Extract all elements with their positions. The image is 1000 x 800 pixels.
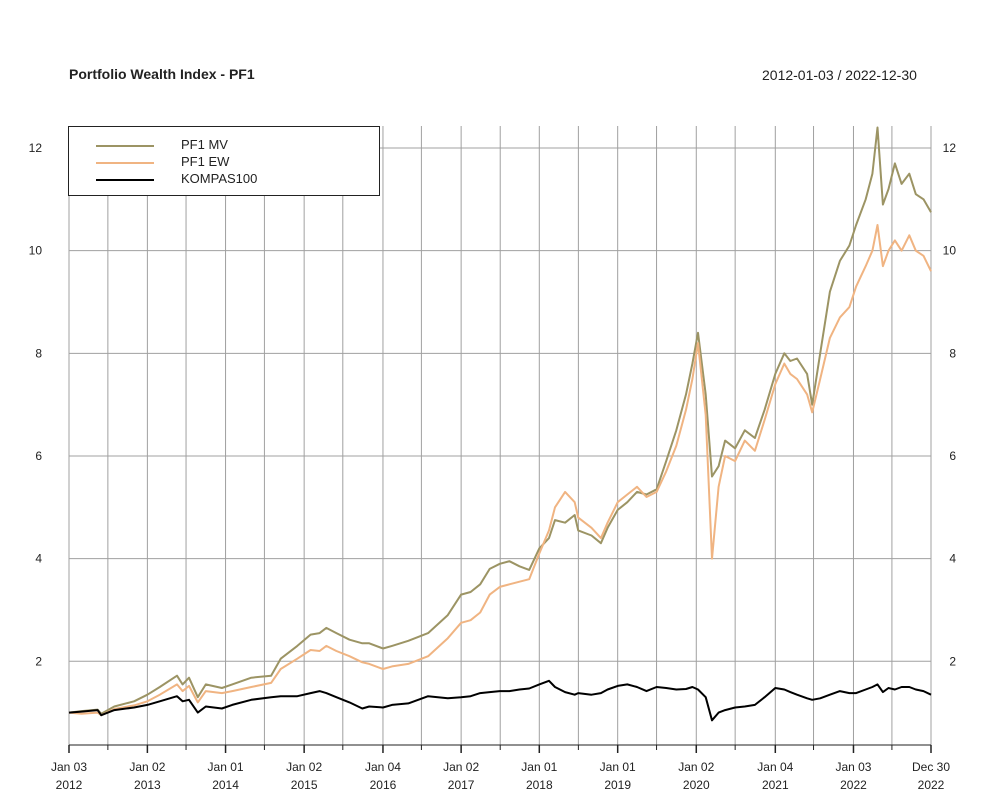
- x-tick-label-year: 2018: [526, 778, 553, 792]
- x-tick-label-date: Jan 03: [835, 760, 871, 774]
- x-tick-label-date: Jan 02: [443, 760, 479, 774]
- x-tick-label-date: Jan 02: [286, 760, 322, 774]
- series-line-pf1-mv: [68, 126, 932, 715]
- series-line-pf1-ew: [68, 224, 932, 717]
- x-tick-label-year: 2014: [212, 778, 239, 792]
- x-tick-label-date: Jan 04: [365, 760, 401, 774]
- y-tick-label-left: 4: [35, 552, 42, 566]
- x-tick-label-year: 2020: [683, 778, 710, 792]
- legend-swatch-kompas100: [96, 179, 154, 181]
- legend-item-kompas100: KOMPAS100: [69, 171, 369, 187]
- y-tick-label-right: 10: [943, 244, 957, 258]
- grid-lines: [68, 126, 932, 745]
- x-tick-label-year: 2017: [448, 778, 475, 792]
- x-tick-label-date: Jan 01: [521, 760, 557, 774]
- legend: PF1 MV PF1 EW KOMPAS100: [68, 126, 380, 196]
- y-tick-label-left: 8: [35, 346, 42, 360]
- date-range-label: 2012-01-03 / 2022-12-30: [762, 67, 917, 83]
- x-tick-label-year: 2022: [840, 778, 867, 792]
- series-line-kompas100: [68, 679, 932, 722]
- x-tick-label-date: Jan 01: [600, 760, 636, 774]
- y-tick-label-left: 12: [29, 141, 43, 155]
- legend-swatch-pf1-mv: [96, 145, 154, 147]
- y-tick-label-right: 4: [949, 552, 956, 566]
- legend-swatch-pf1-ew: [96, 162, 154, 164]
- y-tick-label-left: 6: [35, 449, 42, 463]
- x-tick-label-year: 2016: [370, 778, 397, 792]
- y-tick-label-right: 6: [949, 449, 956, 463]
- x-tick-label-date: Jan 02: [678, 760, 714, 774]
- x-tick-label-year: 2022: [918, 778, 945, 792]
- x-tick-label-date: Jan 01: [208, 760, 244, 774]
- y-tick-label-right: 8: [949, 346, 956, 360]
- axes: 2 2 4 4 6 6 8 8 10 10 12 12 Jan 03 2012 Jan 02 2013 Jan …: [29, 141, 957, 792]
- y-tick-label-right: 2: [949, 654, 956, 668]
- x-tick-label-year: 2019: [604, 778, 631, 792]
- legend-item-pf1-mv: PF1 MV: [69, 137, 369, 153]
- x-tick-label-year: 2015: [291, 778, 318, 792]
- legend-label-pf1-mv: PF1 MV: [181, 137, 228, 152]
- series-lines: [68, 126, 932, 722]
- x-tick-label-year: 2021: [762, 778, 789, 792]
- legend-label-kompas100: KOMPAS100: [181, 171, 258, 186]
- x-tick-label-year: 2013: [134, 778, 161, 792]
- y-tick-label-right: 12: [943, 141, 957, 155]
- legend-item-pf1-ew: PF1 EW: [69, 154, 369, 170]
- y-tick-label-left: 10: [29, 244, 43, 258]
- x-tick-label-date: Jan 03: [51, 760, 87, 774]
- legend-label-pf1-ew: PF1 EW: [181, 154, 230, 169]
- x-tick-label-date: Jan 02: [129, 760, 165, 774]
- x-tick-label-date: Dec 30: [912, 760, 950, 774]
- x-tick-label-date: Jan 04: [757, 760, 793, 774]
- y-tick-label-left: 2: [35, 654, 42, 668]
- chart-title: Portfolio Wealth Index - PF1: [69, 66, 255, 82]
- x-tick-label-year: 2012: [56, 778, 83, 792]
